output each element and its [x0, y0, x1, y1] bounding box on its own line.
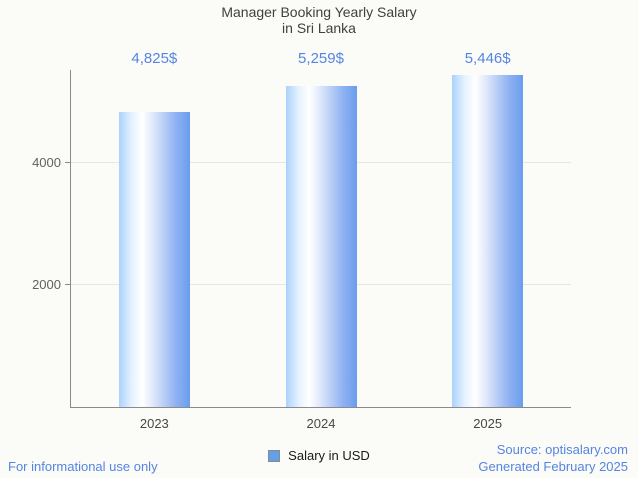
plot-area: 2000 4000 4,825$ 2023 5,259$ 2024 5,446$ 2025: [32, 50, 571, 431]
bar-2023: [118, 112, 190, 407]
bar-value-label: 5,446$: [464, 50, 511, 67]
y-tick-mark: [65, 283, 71, 285]
footer-generated: Generated February 2025: [478, 459, 628, 474]
chart-title-line1: Manager Booking Yearly Salary: [221, 4, 417, 20]
chart-title: Manager Booking Yearly Salary in Sri Lan…: [0, 4, 638, 36]
footer-source-link[interactable]: Source: optisalary.com: [496, 442, 628, 457]
y-tick-mark: [65, 161, 71, 163]
bar-2025: [452, 74, 524, 407]
legend-label: Salary in USD: [288, 448, 370, 463]
x-tick-label: 2023: [139, 416, 169, 431]
y-tick-label: 4000: [32, 154, 61, 170]
legend: Salary in USD: [0, 448, 638, 463]
y-tick-label: 2000: [32, 276, 61, 292]
bar-2024: [285, 85, 357, 407]
footer-disclaimer: For informational use only: [8, 459, 158, 474]
legend-swatch-icon: [268, 449, 281, 462]
footer-source-block: Source: optisalary.com Generated Februar…: [478, 441, 628, 475]
chart-title-line2: in Sri Lanka: [282, 19, 356, 36]
bar-value-label: 5,259$: [298, 50, 344, 67]
x-tick-label: 2024: [306, 416, 336, 431]
bar-value-label: 4,825$: [131, 50, 178, 67]
x-tick-label: 2025: [473, 416, 503, 431]
